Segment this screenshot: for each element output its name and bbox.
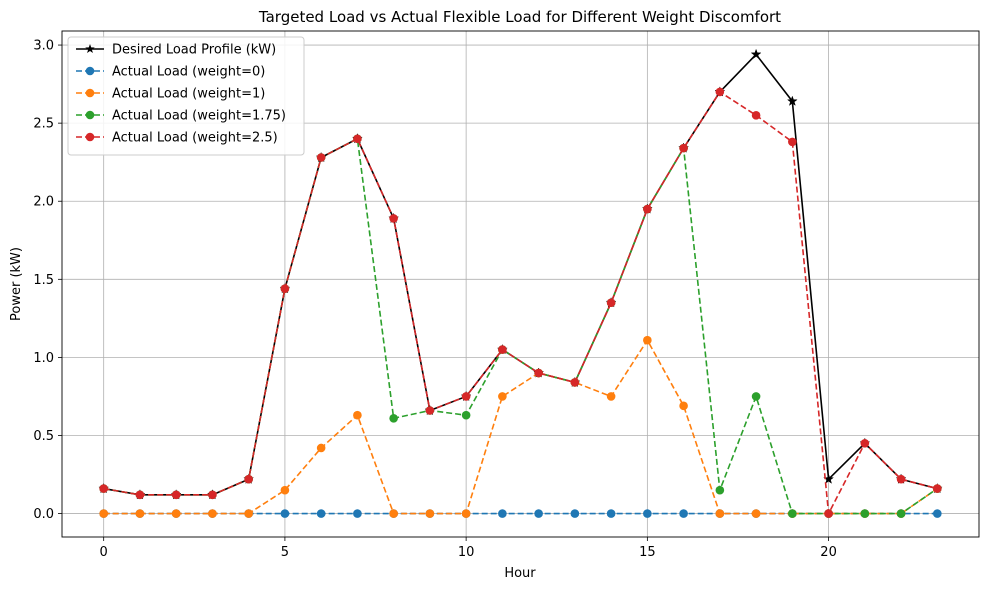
data-point [643, 335, 652, 345]
data-point [244, 474, 253, 484]
data-point [171, 490, 181, 500]
data-point [99, 484, 108, 493]
data-point [534, 368, 543, 378]
legend-swatch-marker [85, 88, 95, 98]
data-point [860, 509, 870, 518]
data-point [208, 509, 217, 518]
data-point [933, 509, 942, 518]
legend-swatch-marker [85, 44, 95, 54]
data-point [679, 143, 688, 153]
data-point [679, 401, 688, 411]
y-tick-label: 1.5 [33, 273, 54, 288]
legend-label: Actual Load (weight=1.75) [112, 109, 286, 124]
data-point [643, 204, 652, 214]
y-axis-title: Power (kW) [9, 247, 24, 321]
data-point [933, 484, 942, 493]
legend-label: Actual Load (weight=1) [112, 87, 265, 102]
data-point [316, 153, 326, 162]
data-point [788, 137, 797, 147]
legend-box [67, 36, 305, 156]
data-point [316, 443, 326, 453]
data-point [715, 509, 725, 518]
x-axis-title: Hour [504, 566, 536, 581]
data-point [208, 490, 217, 500]
legend-label: Actual Load (weight=0) [112, 65, 265, 80]
chart-title: Targeted Load vs Actual Flexible Load fo… [258, 8, 781, 26]
legend-label: Actual Load (weight=2.5) [112, 131, 278, 146]
data-point [135, 509, 145, 518]
y-tick-label: 2.5 [33, 117, 54, 132]
series-line-4 [103, 91, 938, 515]
x-tick-label: 0 [100, 545, 108, 560]
data-point [171, 509, 181, 518]
data-point [534, 509, 543, 518]
data-point [280, 284, 290, 293]
data-point [824, 509, 833, 518]
data-point [461, 509, 471, 518]
data-point [751, 111, 761, 120]
data-point [389, 214, 398, 223]
plot-area: 0 5 10 15 20 0.0 0.5 1.0 1.5 2.0 2.5 3.0 Desired Loa… [33, 30, 980, 560]
y-tick-label: 1.0 [33, 351, 54, 366]
data-point [860, 438, 870, 448]
data-point [606, 392, 616, 401]
data-point-star [750, 48, 762, 60]
data-point [570, 378, 580, 387]
data-point [751, 509, 761, 518]
y-tick-label: 0.0 [33, 507, 54, 522]
data-point [425, 509, 435, 518]
data-point [643, 509, 652, 518]
x-tick-label: 15 [639, 545, 656, 560]
x-tick-label: 20 [820, 545, 837, 560]
data-point-star [786, 95, 798, 106]
data-point [461, 392, 471, 401]
legend: Desired Load Profile (kW) Actual Load (we… [67, 36, 305, 156]
legend-label: Desired Load Profile (kW) [112, 43, 276, 58]
data-point [896, 474, 906, 484]
data-point [896, 509, 906, 518]
data-point [606, 509, 616, 518]
legend-swatch-marker [85, 66, 95, 76]
x-tick-label: 5 [281, 545, 289, 560]
data-point [606, 298, 616, 308]
y-tick-label: 2.0 [33, 195, 54, 210]
data-point [135, 490, 145, 500]
data-point [353, 509, 362, 518]
y-tick-label: 3.0 [33, 39, 54, 54]
data-point [280, 485, 290, 495]
legend-swatch-marker [85, 132, 95, 142]
data-point [389, 414, 398, 423]
data-point [498, 509, 507, 518]
legend-swatch-marker [85, 110, 95, 120]
series-line-2 [103, 339, 938, 515]
data-point [715, 485, 725, 495]
data-point [280, 509, 290, 518]
data-point [244, 509, 253, 518]
data-point [353, 134, 362, 144]
data-point [788, 509, 797, 518]
data-point [751, 392, 761, 401]
data-point [715, 87, 725, 97]
data-point [353, 410, 362, 420]
data-point [316, 509, 326, 518]
data-point [679, 509, 688, 518]
data-point [498, 345, 507, 354]
axes-frame [61, 30, 980, 538]
x-tick-label: 10 [458, 545, 475, 560]
data-point [498, 392, 507, 401]
data-point [461, 410, 471, 420]
data-point [425, 406, 435, 415]
y-tick-label: 0.5 [33, 429, 54, 444]
data-point [99, 509, 108, 518]
data-point [570, 509, 580, 518]
data-point [389, 509, 398, 518]
